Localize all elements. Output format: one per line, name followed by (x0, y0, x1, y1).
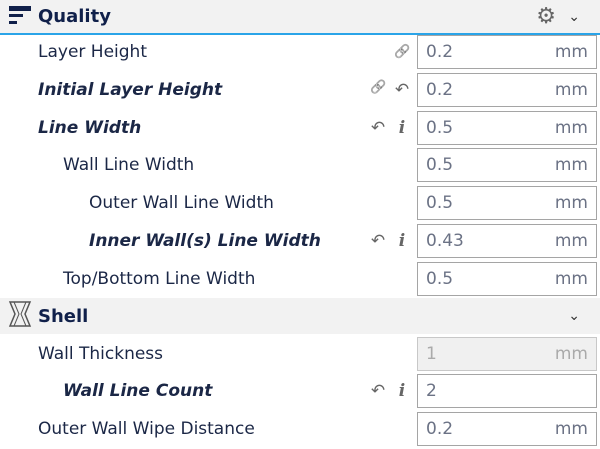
setting-label: Outer Wall Wipe Distance (38, 419, 255, 439)
setting-label: Wall Line Count (63, 381, 213, 401)
setting-value: 0.5 (426, 155, 454, 175)
setting-value: 0.5 (426, 193, 454, 213)
reset-icon[interactable]: ↶ (370, 231, 386, 251)
setting-value-input[interactable]: 0.5 mm (417, 148, 597, 182)
setting-label: Line Width (38, 118, 142, 138)
setting-icons: ↶ i (370, 231, 410, 251)
setting-value-input[interactable]: 0.2 mm (417, 73, 597, 107)
quality-icon (8, 3, 32, 31)
category-shell[interactable]: Shell ⌄ (0, 298, 600, 334)
info-icon[interactable]: i (398, 381, 406, 401)
setting-row: Outer Wall Line Width 0.5 mm (0, 184, 600, 222)
shell-icon (8, 301, 32, 331)
setting-unit: mm (554, 193, 588, 213)
info-icon[interactable]: i (398, 231, 406, 251)
setting-value-input: 1 mm (417, 337, 597, 371)
gear-icon[interactable]: ⚙ (536, 4, 556, 29)
category-quality[interactable]: Quality ⚙ ⌄ (0, 0, 600, 35)
reset-icon[interactable]: ↶ (394, 80, 410, 100)
setting-row: Wall Line Count ↶ i 2 (0, 372, 600, 410)
setting-icons: 🔗 ↶ (370, 80, 410, 100)
chevron-down-icon[interactable]: ⌄ (568, 308, 580, 324)
setting-unit: mm (554, 42, 588, 62)
reset-icon[interactable]: ↶ (370, 381, 386, 401)
setting-icons: 🔗 (394, 45, 410, 60)
setting-row: Line Width ↶ i 0.5 mm (0, 109, 600, 147)
setting-unit: mm (554, 231, 588, 251)
setting-value: 0.2 (426, 80, 454, 100)
setting-unit: mm (554, 118, 588, 138)
link-icon[interactable]: 🔗 (370, 80, 387, 95)
setting-row: Top/Bottom Line Width 0.5 mm (0, 260, 600, 298)
setting-row: Wall Line Width 0.5 mm (0, 146, 600, 184)
setting-value-input[interactable]: 0.5 mm (417, 111, 597, 145)
setting-unit: mm (554, 344, 588, 364)
setting-value-input[interactable]: 0.2 mm (417, 412, 597, 446)
setting-value: 0.5 (426, 269, 454, 289)
setting-label: Wall Line Width (63, 155, 195, 175)
link-icon[interactable]: 🔗 (394, 44, 411, 60)
setting-value: 2 (426, 381, 437, 401)
setting-unit: mm (554, 269, 588, 289)
setting-value-input[interactable]: 0.2 mm (417, 35, 597, 69)
category-title: Shell (38, 305, 89, 327)
setting-label: Layer Height (38, 42, 147, 62)
chevron-down-icon[interactable]: ⌄ (568, 8, 580, 25)
setting-value: 0.43 (426, 231, 464, 251)
setting-label: Inner Wall(s) Line Width (89, 231, 321, 251)
setting-row: Initial Layer Height 🔗 ↶ 0.2 mm (0, 71, 600, 109)
setting-unit: mm (554, 80, 588, 100)
setting-value-input[interactable]: 0.5 mm (417, 262, 597, 296)
setting-row: Outer Wall Wipe Distance 0.2 mm (0, 410, 600, 448)
setting-row: Wall Thickness 1 mm (0, 335, 600, 373)
info-icon[interactable]: i (398, 118, 406, 138)
reset-icon[interactable]: ↶ (370, 118, 386, 138)
setting-value: 0.5 (426, 118, 454, 138)
setting-label: Initial Layer Height (38, 80, 223, 100)
setting-icons: ↶ i (370, 381, 410, 401)
setting-value-input[interactable]: 0.43 mm (417, 224, 597, 258)
category-title: Quality (38, 6, 111, 27)
setting-row: Inner Wall(s) Line Width ↶ i 0.43 mm (0, 222, 600, 260)
setting-label: Wall Thickness (38, 344, 164, 364)
setting-unit: mm (554, 155, 588, 175)
setting-value: 0.2 (426, 42, 454, 62)
setting-unit: mm (554, 419, 588, 439)
setting-label: Top/Bottom Line Width (63, 269, 256, 289)
setting-value: 0.2 (426, 419, 454, 439)
setting-row: Layer Height 🔗 0.2 mm (0, 33, 600, 71)
setting-value-input[interactable]: 2 (417, 374, 597, 408)
setting-label: Outer Wall Line Width (89, 193, 274, 213)
setting-value-input[interactable]: 0.5 mm (417, 186, 597, 220)
setting-value: 1 (426, 344, 437, 364)
setting-icons: ↶ i (370, 118, 410, 138)
